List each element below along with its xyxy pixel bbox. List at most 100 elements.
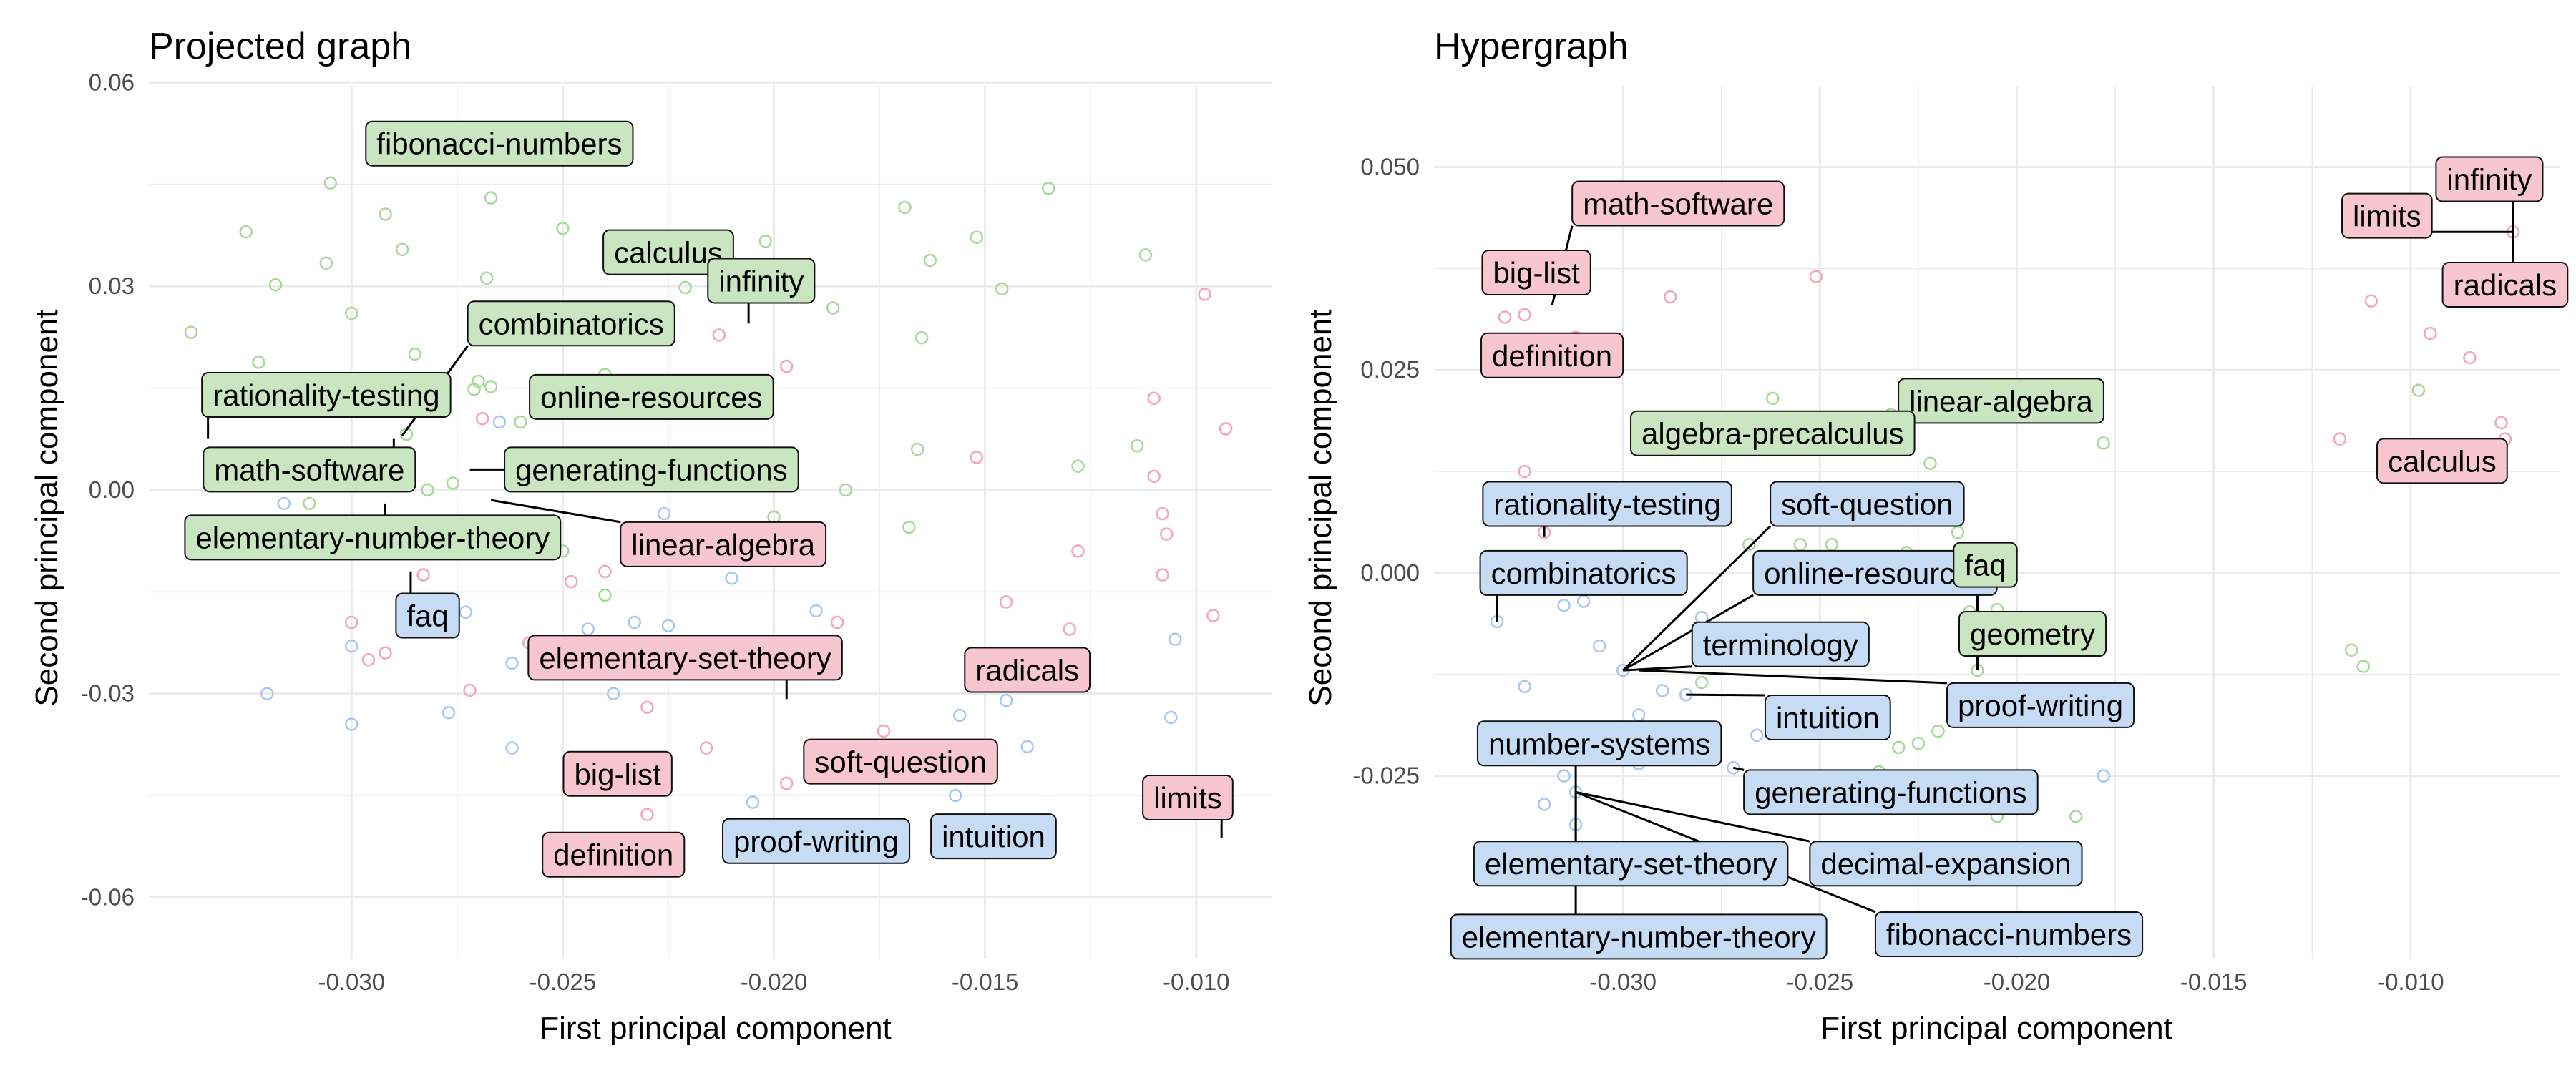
pink-point [699,741,713,755]
leader-line [1622,594,1754,672]
point-label: rationality-testing [1482,481,1732,527]
pink-point [2494,416,2508,430]
label-text: faq [406,599,448,633]
label-box [930,813,1057,860]
blue-point [1655,684,1669,697]
label-box [1946,682,2135,728]
label-text: big-list [1493,256,1580,290]
label-box [529,373,774,420]
point-label: big-list [1481,250,1591,296]
label-box [395,592,460,639]
point-label: radicals [964,647,1091,693]
green-point [1742,537,1756,552]
point-label: proof-writing [1946,682,2135,728]
green-point [923,253,937,268]
green-point [1041,182,1055,195]
pink-point [1160,527,1174,541]
blue-point [952,708,967,722]
point-label: algebra-precalculus [1630,410,1916,456]
label-text: proof-writing [733,825,899,858]
blue-point [1168,632,1182,647]
green-point [268,278,283,292]
green-point [970,230,984,244]
label-box [1953,542,2018,588]
y-tick-label: -0.025 [1352,763,1420,789]
label-box [1874,911,2144,957]
label-text: big-list [574,758,661,791]
pink-point [1198,288,1211,301]
tick-labels: -0.030 -0.025 -0.020 -0.015 -0.010 0.050 0.025… [1352,153,2444,995]
label-box [1142,774,1234,820]
green-point [1071,459,1085,473]
label-box [1476,720,1722,767]
x-tick-label: -0.010 [2377,969,2444,995]
blue-point [661,619,675,633]
label-box [201,371,452,418]
point-label: fibonacci-numbers [365,120,634,167]
pink-point [1071,544,1085,558]
point-label: soft-question [803,738,998,785]
pink-point [2364,294,2379,308]
label-text: rationality-testing [1493,487,1720,521]
label-box [504,446,799,493]
label-text: elementary-set-theory [1485,847,1777,881]
label-box [2441,262,2569,308]
green-point [303,496,316,511]
label-box [1743,769,2039,815]
label-box [1450,913,1828,960]
pink-point [779,776,794,790]
y-tick-label: 0.06 [89,69,135,95]
point-label: generating-functions [504,446,799,493]
label-box [1479,549,1688,596]
pink-point [361,653,376,667]
blue-point [999,693,1013,707]
x-tick-label: -0.015 [2180,969,2248,995]
label-box [1473,841,1789,887]
label-text: definition [553,838,673,872]
green-point [1923,456,1937,470]
green-point [484,191,498,205]
blue-point [581,622,595,636]
pink-point [640,808,654,821]
label-box [722,818,911,864]
point-label: definition [542,831,686,878]
label-box [1481,250,1591,296]
pink-point [1156,506,1169,521]
y-tick-label: -0.03 [81,680,135,707]
blue-point [1631,708,1646,722]
point-label: decimal-expansion [1809,841,2083,887]
panel-title: Hypergraph [1434,26,1629,67]
blue-point [1164,710,1178,725]
leader-line [1639,669,1948,685]
label-box [203,446,416,493]
point-label: generating-functions [1743,769,2039,815]
green-point [484,380,498,393]
point-label: combinatorics [1479,549,1688,596]
label-box [184,514,562,561]
pink-point [1809,270,1823,283]
point-label: number-systems [1476,720,1722,767]
point-label: terminology [1691,621,1870,667]
point-label: big-list [562,750,673,797]
green-point [345,306,358,320]
label-text: elementary-set-theory [539,641,831,675]
pink-point [345,615,358,629]
label-box [707,258,816,304]
label-text: infinity [718,264,804,298]
tick-labels: -0.030 -0.025 -0.020 -0.015 -0.010 0.06 0.03 0.… [81,69,1230,995]
point-label: linear-algebra [620,521,827,567]
blue-point [657,506,671,521]
blue-point [1727,761,1740,775]
green-point [910,442,924,456]
label-text: generating-functions [1755,775,2027,809]
leader-line [490,499,621,524]
label-box [1764,694,1891,740]
label-text: limits [1153,781,1222,815]
label-box [964,647,1091,693]
point-label: limits [1142,774,1234,820]
pink-point [564,574,578,589]
label-text: definition [1492,339,1612,373]
blue-point [809,604,823,618]
label-box [365,120,634,167]
point-labels: math-software big-list definition infinity l… [1450,156,2569,960]
